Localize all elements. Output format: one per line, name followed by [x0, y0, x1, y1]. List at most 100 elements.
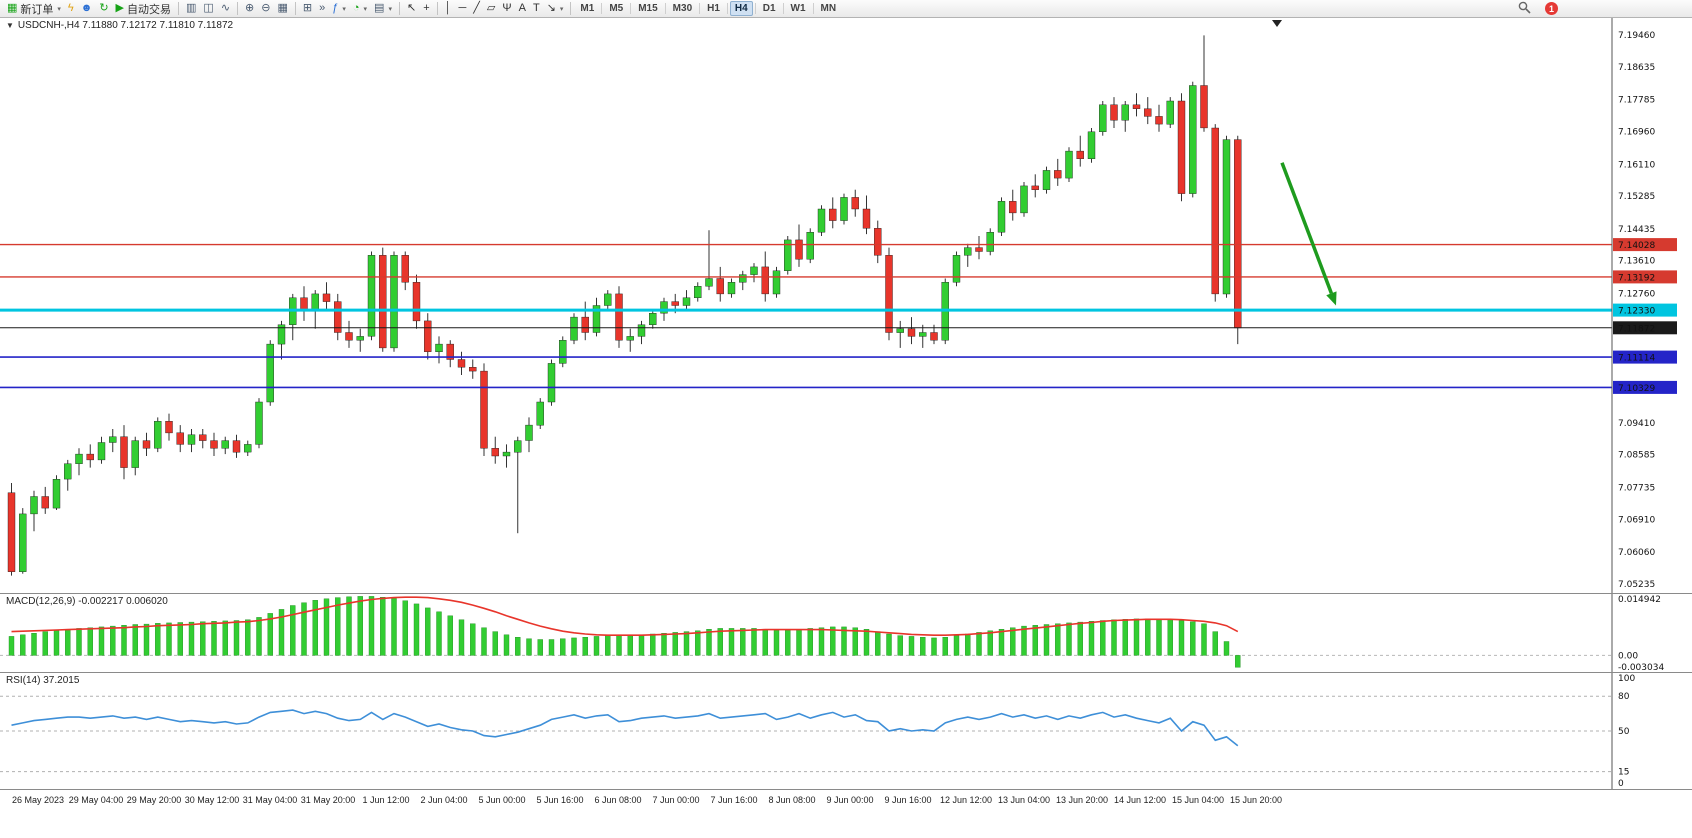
- community-button[interactable]: ☻: [78, 1, 96, 17]
- refresh-icon: ↻: [99, 2, 109, 14]
- svg-text:7.09410: 7.09410: [1618, 419, 1655, 429]
- chart-shift-button[interactable]: »: [316, 1, 328, 17]
- time-label: 13 Jun 04:00: [997, 795, 1051, 805]
- zoom-out-button[interactable]: ⊖: [258, 1, 273, 17]
- time-label: 5 Jun 16:00: [536, 795, 584, 805]
- toolbar-separator: [754, 3, 756, 14]
- timeframe-h1-button[interactable]: H1: [702, 1, 725, 16]
- svg-text:7.14435: 7.14435: [1618, 225, 1655, 235]
- fibonacci-icon: Ψ: [502, 2, 512, 14]
- new-order-icon: ▦: [7, 2, 18, 14]
- shapes-button[interactable]: ↘ ▾: [544, 1, 567, 17]
- time-label: 15 Jun 04:00: [1171, 795, 1225, 805]
- auto-trading-button[interactable]: ▶ 自动交易: [113, 1, 174, 17]
- svg-text:0: 0: [1618, 779, 1624, 789]
- chevron-down-icon: ▾: [559, 5, 564, 13]
- time-label: 26 May 2023: [11, 795, 65, 805]
- timeframe-w1-button[interactable]: W1: [786, 1, 811, 16]
- cursor-button[interactable]: ↖: [404, 1, 419, 17]
- refresh-button[interactable]: ↻: [96, 1, 111, 17]
- trendline-button[interactable]: ╱: [470, 1, 483, 17]
- chevron-down-icon: ▾: [342, 5, 346, 13]
- toolbar-separator: [601, 3, 603, 14]
- rsi-pane: 100 80 50 15 0 RSI(14) 37.2015: [0, 672, 1692, 789]
- fibonacci-button[interactable]: Ψ: [499, 1, 514, 17]
- time-label: 12 Jun 12:00: [939, 795, 993, 805]
- new-order-label: 新订单: [20, 3, 54, 16]
- bar-chart-button[interactable]: ▥: [183, 1, 199, 17]
- zoom-in-icon: ⊕: [245, 2, 255, 14]
- svg-text:7.05235: 7.05235: [1618, 580, 1655, 590]
- svg-text:7.06060: 7.06060: [1618, 548, 1655, 558]
- text-tool-button[interactable]: A: [516, 1, 529, 17]
- toolbar-separator: [294, 2, 296, 15]
- notification-badge[interactable]: 1: [1545, 2, 1558, 15]
- toolbar-separator: [726, 3, 728, 14]
- line-chart-icon: ∿: [220, 2, 231, 14]
- timeframe-h4-button[interactable]: H4: [729, 1, 753, 16]
- time-label: 14 Jun 12:00: [1113, 795, 1167, 805]
- indicators-icon: ƒ: [332, 2, 339, 14]
- vertical-line-button[interactable]: │: [442, 1, 455, 17]
- time-label: 30 May 12:00: [184, 795, 240, 805]
- svg-text:7.12330: 7.12330: [1618, 307, 1655, 317]
- price-chart-canvas[interactable]: 7.19460 7.18635 7.17785 7.16960 7.16110 7.152…: [0, 18, 1692, 593]
- time-label: 6 Jun 08:00: [594, 795, 642, 805]
- time-label: 5 Jun 00:00: [478, 795, 526, 805]
- channel-button[interactable]: ▱: [484, 1, 498, 17]
- arrow-shape-icon: ↘: [546, 2, 556, 14]
- svg-text:-0.003034: -0.003034: [1618, 663, 1664, 672]
- timeframe-m30-button[interactable]: M30: [668, 1, 697, 16]
- time-label: 29 May 04:00: [68, 795, 124, 805]
- svg-text:7.11114: 7.11114: [1618, 354, 1655, 364]
- time-label: 9 Jun 00:00: [826, 795, 874, 805]
- timeframe-m15-button[interactable]: M15: [633, 1, 662, 16]
- time-label: 9 Jun 16:00: [884, 795, 932, 805]
- svg-text:15: 15: [1618, 768, 1629, 778]
- templates-button[interactable]: ▤ ▾: [371, 1, 395, 17]
- indicators-button[interactable]: ƒ ▾: [329, 1, 349, 17]
- chevron-down-icon: ▾: [363, 5, 368, 13]
- zoom-out-icon: ⊖: [261, 2, 271, 14]
- macd-canvas[interactable]: 0.014942 0.00 -0.003034: [0, 594, 1692, 672]
- time-label: 7 Jun 16:00: [710, 795, 758, 805]
- alerts-button[interactable]: ϟ: [65, 1, 77, 17]
- alert-icon: ϟ: [67, 2, 74, 14]
- macd-label: MACD(12,26,9) -0.002217 0.006020: [6, 596, 168, 607]
- arrange-icon: ⊞: [302, 2, 313, 14]
- new-order-button[interactable]: ▦ 新订单 ▾: [4, 1, 64, 17]
- svg-text:7.13192: 7.13192: [1618, 273, 1655, 283]
- timeframe-d1-button[interactable]: D1: [758, 1, 781, 16]
- auto-arrange-button[interactable]: ⊞: [300, 1, 315, 17]
- toolbar: ▦ 新订单 ▾ ϟ ☻ ↻ ▶ 自动交易 ▥ ◫ ∿ ⊕ ⊖ ▦ ⊞ » ƒ ▾ …: [0, 0, 1692, 18]
- search-icon[interactable]: [1518, 1, 1531, 17]
- toolbar-separator: [237, 2, 239, 15]
- rsi-canvas[interactable]: 100 80 50 150: [0, 673, 1692, 789]
- zoom-in-button[interactable]: ⊕: [242, 1, 257, 17]
- timeframe-m1-button[interactable]: M1: [575, 1, 599, 16]
- scroll-end-icon: »: [319, 2, 326, 14]
- period-button[interactable]: ◔ ▾: [350, 1, 370, 17]
- toolbar-separator: [570, 2, 572, 15]
- svg-text:7.06910: 7.06910: [1618, 515, 1655, 525]
- svg-text:7.10329: 7.10329: [1618, 384, 1655, 394]
- candlestick-chart-button[interactable]: ◫: [200, 1, 216, 17]
- chevron-down-icon: ▾: [57, 5, 61, 13]
- template-icon: ▤: [374, 2, 385, 14]
- text-icon: A: [518, 2, 526, 14]
- crosshair-button[interactable]: +: [420, 1, 432, 17]
- horizontal-line-button[interactable]: ─: [456, 1, 470, 17]
- time-label: 1 Jun 12:00: [362, 795, 410, 805]
- svg-text:7.17785: 7.17785: [1618, 96, 1655, 106]
- label-tool-button[interactable]: T: [530, 1, 543, 17]
- timeframe-m5-button[interactable]: M5: [604, 1, 628, 16]
- svg-text:80: 80: [1618, 692, 1630, 702]
- one-click-toggle-icon[interactable]: ▼: [6, 21, 14, 30]
- time-axis[interactable]: 26 May 2023 29 May 04:00 29 May 20:00 30 Ma…: [0, 789, 1692, 811]
- svg-text:7.19460: 7.19460: [1618, 31, 1655, 41]
- time-label: 2 Jun 04:00: [420, 795, 468, 805]
- line-chart-button[interactable]: ∿: [218, 1, 233, 17]
- tile-windows-button[interactable]: ▦: [274, 1, 290, 17]
- svg-text:50: 50: [1618, 727, 1630, 737]
- timeframe-mn-button[interactable]: MN: [816, 1, 842, 16]
